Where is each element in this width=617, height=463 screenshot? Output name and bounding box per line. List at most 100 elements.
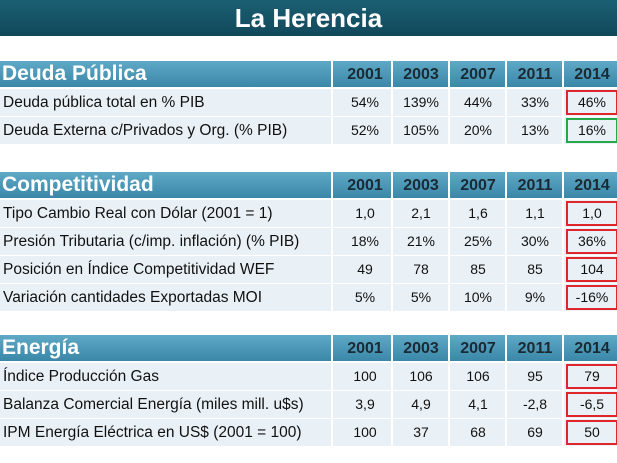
year-header: 2014 [574,340,610,357]
value-cell: 37 [413,424,429,440]
table-row: Variación cantidades Exportadas MOI 5% 5% 1… [0,284,617,312]
value-cell: 18% [350,233,380,249]
value-cell: 100 [353,368,377,384]
column-separator [448,335,450,447]
value-cell: 1,0 [582,205,602,221]
year-header: 2003 [403,340,439,357]
value-cell: 4,9 [411,396,431,412]
column-separator [391,335,393,447]
section-header: Energía 2001 2003 2007 2011 2014 [0,335,617,361]
highlight-box [566,118,617,143]
value-cell: 1,6 [468,205,488,221]
value-cell: 95 [527,368,543,384]
value-cell: 36% [577,233,607,249]
year-header: 2001 [347,340,383,357]
row-label: Deuda pública total en % PIB [3,94,205,111]
value-cell: 5% [354,289,376,305]
section-header: Competitividad 2001 2003 2007 2011 2014 [0,172,617,198]
value-cell: 85 [470,261,486,277]
year-header: 2001 [347,177,383,194]
value-cell: 13% [520,122,550,138]
value-cell: 52% [350,122,380,138]
value-cell: 104 [580,261,604,277]
value-cell: 16% [577,122,607,138]
value-cell: 1,1 [525,205,545,221]
value-cell: -6,5 [579,396,605,412]
highlight-box [566,420,617,445]
row-label: Índice Producción Gas [3,368,159,385]
value-cell: 30% [520,233,550,249]
year-header: 2011 [517,177,553,194]
section-title: Deuda Pública [2,62,147,85]
section-header: Deuda Pública 2001 2003 2007 2011 2014 [0,61,617,87]
table-row: Deuda pública total en % PIB 54% 139% 44% 33… [0,89,617,117]
highlight-box [566,201,617,226]
column-separator [331,61,333,145]
table-row: Balanza Comercial Energía (miles mill. u… [0,391,617,419]
value-cell: 4,1 [468,396,488,412]
highlight-box [566,257,617,282]
column-separator [331,172,333,312]
year-header: 2003 [403,66,439,83]
page-title: La Herencia [0,0,617,36]
value-cell: 106 [466,368,490,384]
row-label: Variación cantidades Exportadas MOI [3,289,263,306]
value-cell: 25% [463,233,493,249]
highlight-box [566,364,617,389]
section-title: Competitividad [2,173,154,196]
value-cell: 46% [577,94,607,110]
table-row: IPM Energía Eléctrica en US$ (2001 = 100… [0,419,617,447]
table-row: Índice Producción Gas 100 106 106 95 79 [0,363,617,391]
value-cell: 5% [410,289,432,305]
value-cell: -2,8 [522,396,548,412]
value-cell: 54% [350,94,380,110]
year-header: 2007 [460,177,496,194]
value-cell: 85 [527,261,543,277]
value-cell: 1,0 [355,205,375,221]
row-label: Posición en Índice Competitividad WEF [3,261,275,278]
column-separator [505,335,507,447]
value-cell: 20% [463,122,493,138]
column-separator [391,172,393,312]
highlight-box [566,392,617,417]
column-separator [448,172,450,312]
column-separator [391,61,393,145]
year-header: 2014 [574,177,610,194]
year-header: 2011 [517,66,553,83]
value-cell: 68 [470,424,486,440]
table-row: Presión Tributaria (c/imp. inflación) (%… [0,228,617,256]
value-cell: 21% [406,233,436,249]
year-header: 2007 [460,66,496,83]
value-cell: 9% [524,289,546,305]
section-title: Energía [2,336,80,359]
row-label: Tipo Cambio Real con Dólar (2001 = 1) [3,205,273,222]
value-cell: 139% [403,94,439,110]
column-separator [505,172,507,312]
table-row: Deuda Externa c/Privados y Org. (% PIB) 5… [0,117,617,145]
highlight-box [566,229,617,254]
column-separator [562,335,564,447]
row-label: Deuda Externa c/Privados y Org. (% PIB) [3,122,288,139]
value-cell: 100 [353,424,377,440]
value-cell: 106 [409,368,433,384]
value-cell: 3,9 [355,396,375,412]
value-cell: 2,1 [411,205,431,221]
value-cell: 78 [413,261,429,277]
year-header: 2001 [347,66,383,83]
year-header: 2007 [460,340,496,357]
value-cell: 69 [527,424,543,440]
column-separator [562,172,564,312]
highlight-box [566,285,617,310]
column-separator [562,61,564,145]
value-cell: 10% [463,289,493,305]
value-cell: 50 [584,424,600,440]
value-cell: 79 [584,368,600,384]
row-label: Balanza Comercial Energía (miles mill. u… [3,396,304,413]
row-label: IPM Energía Eléctrica en US$ (2001 = 100… [3,424,302,441]
year-header: 2014 [574,66,610,83]
table-row: Posición en Índice Competitividad WEF 49 7… [0,256,617,284]
value-cell: 33% [520,94,550,110]
highlight-box [566,90,617,115]
column-separator [331,335,333,447]
value-cell: 44% [463,94,493,110]
